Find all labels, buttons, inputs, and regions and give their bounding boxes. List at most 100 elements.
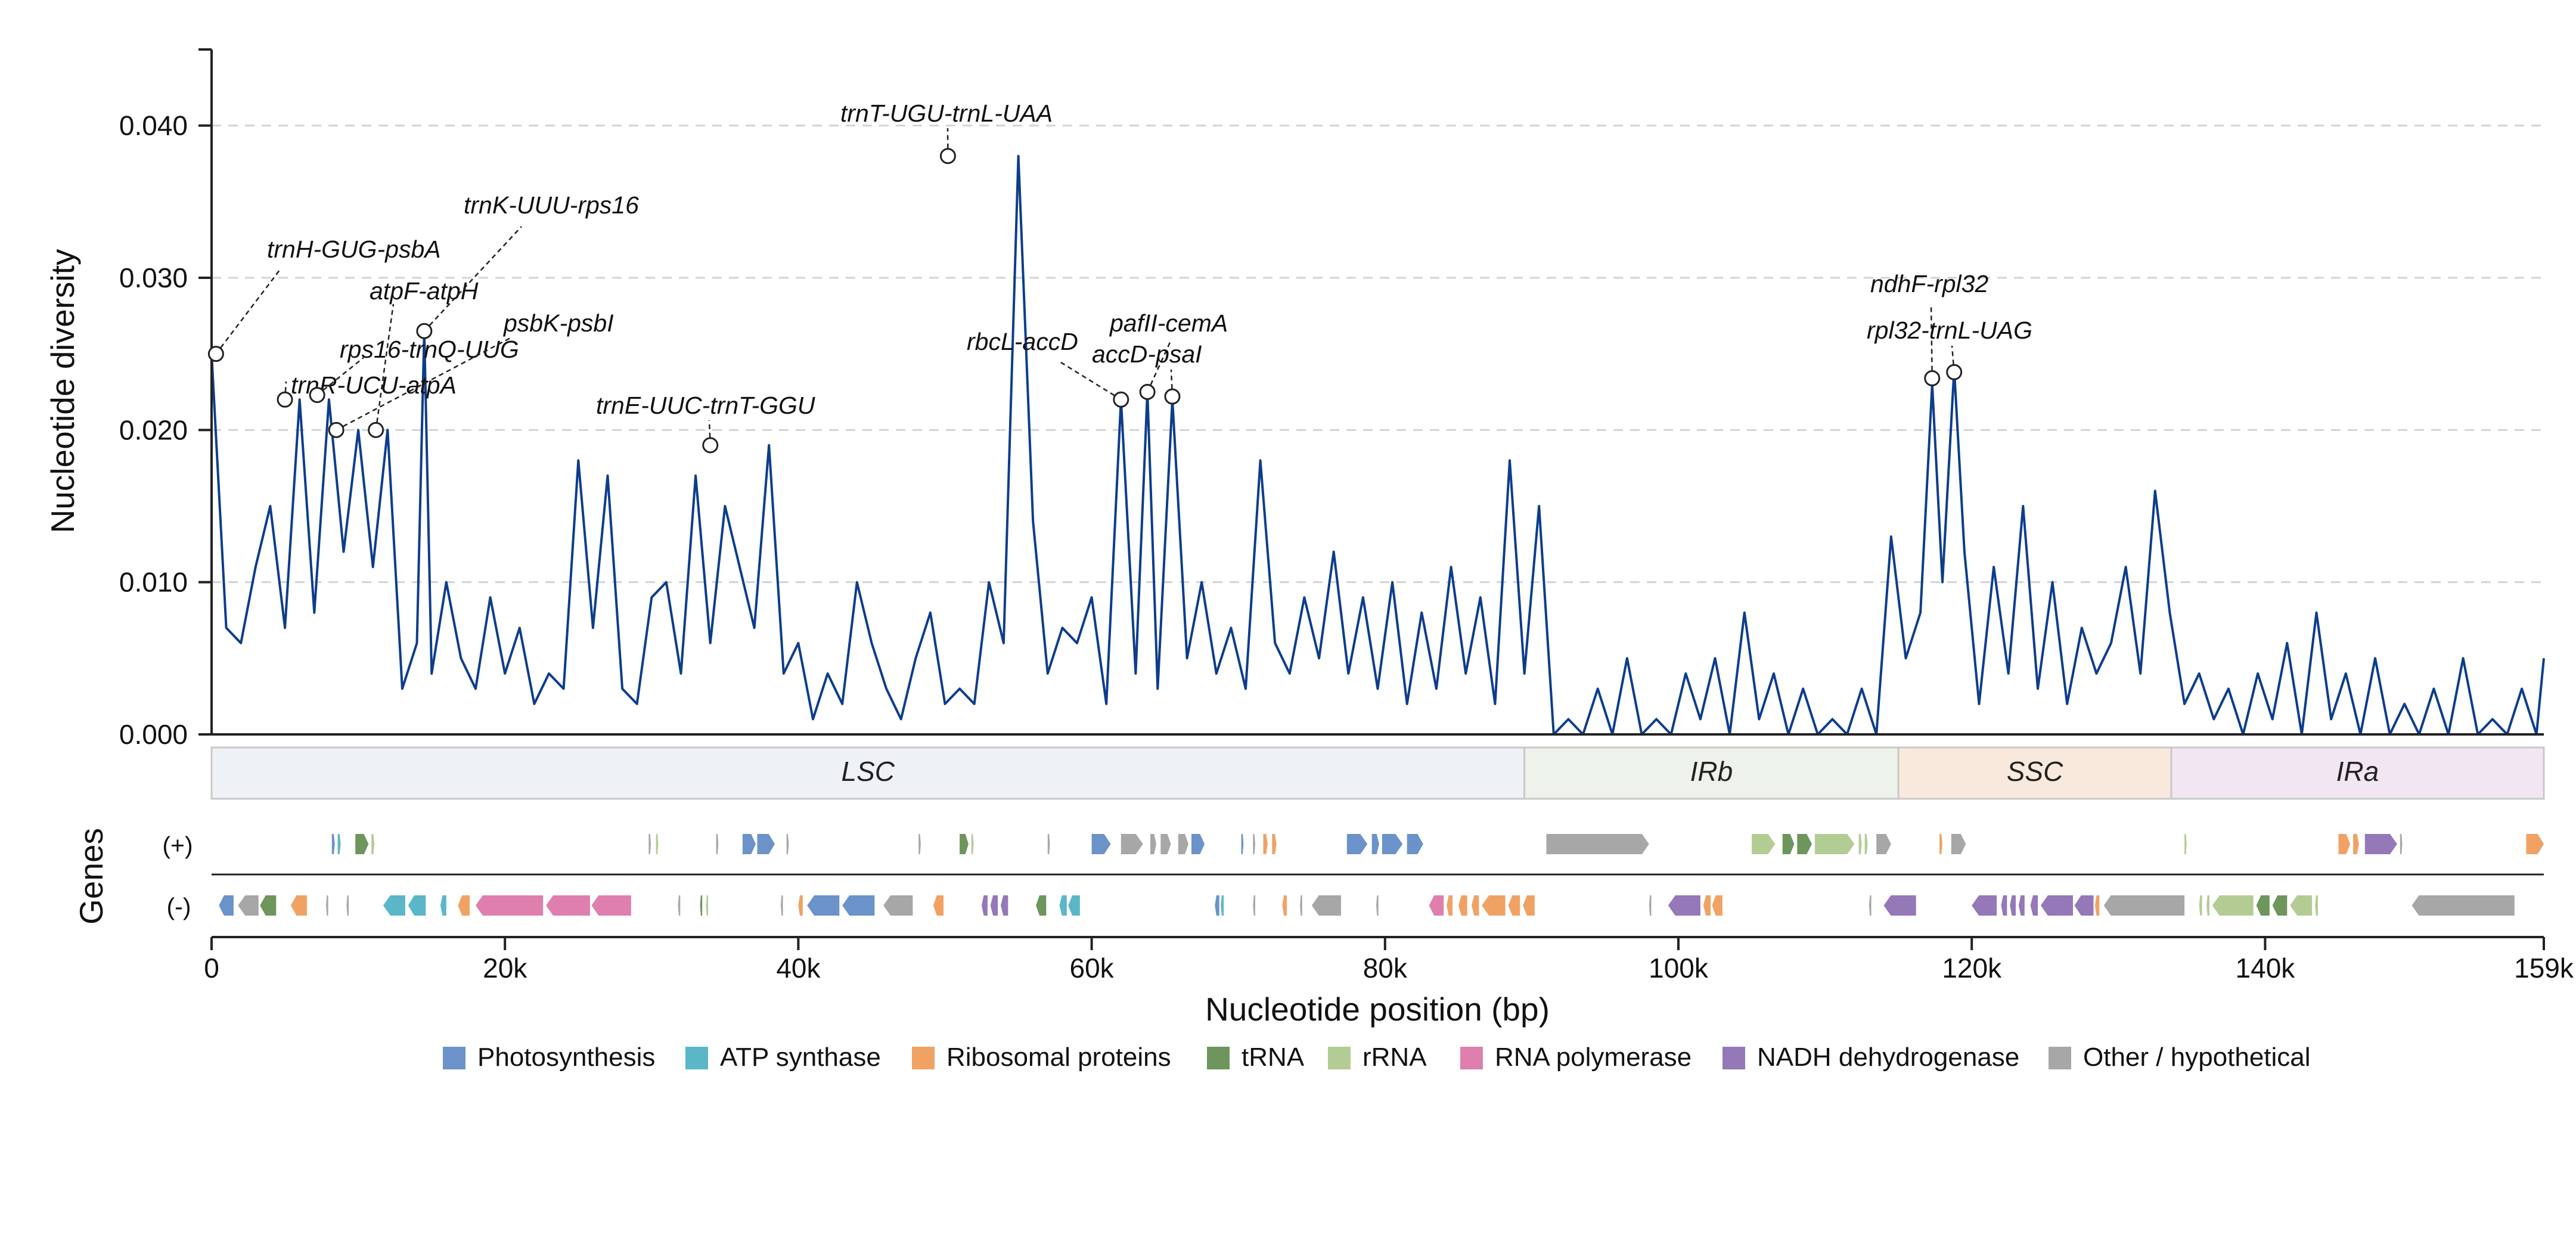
gene-feature bbox=[716, 834, 719, 854]
gene-feature bbox=[2103, 895, 2185, 916]
gene-feature bbox=[883, 895, 913, 916]
legend-swatch bbox=[1207, 1047, 1230, 1069]
gene-feature bbox=[1253, 834, 1255, 854]
peak-marker bbox=[368, 421, 384, 438]
gene-feature bbox=[1150, 834, 1156, 854]
gene-feature bbox=[337, 834, 341, 854]
gene-feature bbox=[383, 895, 405, 916]
gene-feature bbox=[1939, 834, 1942, 854]
peak-marker bbox=[1164, 388, 1181, 405]
peak-marker bbox=[1113, 391, 1129, 408]
peak-label: rpl32-trnL-UAG bbox=[1867, 317, 2032, 344]
gene-feature bbox=[990, 895, 998, 916]
gene-feature bbox=[1482, 895, 1506, 916]
legend-label: rRNA bbox=[1363, 1043, 1427, 1072]
peak-leader-line bbox=[429, 226, 522, 326]
gene-feature bbox=[591, 895, 631, 916]
legend-label: NADH dehydrogenase bbox=[1757, 1043, 2019, 1072]
gene-feature bbox=[546, 895, 590, 916]
region-label: IRb bbox=[1690, 756, 1733, 787]
gene-track-title: Genes bbox=[73, 828, 110, 925]
region-label: IRa bbox=[2336, 756, 2379, 787]
peak-marker bbox=[939, 148, 956, 165]
gene-feature bbox=[2256, 895, 2270, 916]
minus-strand-label: (-) bbox=[167, 893, 191, 920]
gene-feature bbox=[2030, 895, 2038, 916]
gene-feature bbox=[2010, 895, 2016, 916]
gene-feature bbox=[780, 895, 783, 916]
gene-feature bbox=[1282, 895, 1287, 916]
gene-feature bbox=[2411, 895, 2515, 916]
legend-swatch bbox=[2049, 1047, 2071, 1069]
gene-feature bbox=[1429, 895, 1444, 916]
gene-feature bbox=[1472, 895, 1479, 916]
gene-feature bbox=[1458, 895, 1467, 916]
x-tick-label: 20k bbox=[483, 953, 527, 984]
gene-feature bbox=[2272, 895, 2288, 916]
gene-feature bbox=[2364, 834, 2397, 854]
gene-feature bbox=[476, 895, 544, 916]
peak-label: trnE-UUC-trnT-GGU bbox=[596, 392, 815, 419]
gene-feature bbox=[1376, 895, 1379, 916]
peak-label: trnK-UUU-rps16 bbox=[464, 191, 639, 219]
peak-marker bbox=[702, 437, 719, 454]
gene-feature bbox=[2040, 895, 2073, 916]
gene-feature bbox=[842, 895, 875, 916]
peak-marker bbox=[1924, 370, 1941, 387]
gene-feature bbox=[706, 895, 709, 916]
gene-feature bbox=[1972, 895, 1997, 916]
y-tick-label: 0.020 bbox=[119, 414, 188, 445]
gene-feature bbox=[1241, 834, 1244, 854]
gene-feature bbox=[1311, 895, 1341, 916]
gene-feature bbox=[971, 834, 974, 854]
gene-feature bbox=[982, 895, 988, 916]
peak-label: psbK-psbI bbox=[502, 309, 614, 337]
gene-feature bbox=[742, 834, 756, 854]
legend-label: ATP synthase bbox=[720, 1043, 881, 1072]
peak-label: ndhF-rpl32 bbox=[1870, 270, 1988, 297]
gene-feature bbox=[1447, 895, 1453, 916]
legend-label: Other / hypothetical bbox=[2083, 1043, 2311, 1072]
gene-feature bbox=[458, 895, 470, 916]
x-tick-label: 120k bbox=[1942, 953, 2002, 984]
legend-swatch bbox=[1328, 1047, 1351, 1069]
gene-feature bbox=[1253, 895, 1255, 916]
region-label: SSC bbox=[2007, 756, 2063, 787]
x-tick-label: 0 bbox=[204, 953, 219, 984]
gene-feature bbox=[1523, 895, 1535, 916]
gene-feature bbox=[1047, 834, 1050, 854]
region-band bbox=[1897, 746, 2172, 800]
diversity-line bbox=[210, 154, 2545, 736]
plus-strand-label: (+) bbox=[162, 832, 193, 859]
gene-feature bbox=[1508, 895, 1520, 916]
peak-leader-line bbox=[1060, 361, 1115, 396]
peak-marker bbox=[309, 387, 325, 404]
gene-feature bbox=[440, 895, 446, 916]
peak-marker bbox=[207, 346, 224, 362]
peak-leader-line bbox=[322, 357, 364, 391]
gene-feature bbox=[1649, 895, 1652, 916]
peak-label: rps16-trnQ-UUG bbox=[340, 336, 519, 363]
gene-feature bbox=[1001, 895, 1008, 916]
peak-leader-line bbox=[343, 336, 513, 427]
gene-feature bbox=[1712, 895, 1722, 916]
gene-feature bbox=[757, 834, 775, 854]
gene-feature bbox=[1263, 834, 1268, 854]
x-tick-label: 159k bbox=[2514, 953, 2574, 984]
legend-swatch bbox=[443, 1047, 465, 1069]
gene-feature bbox=[346, 895, 349, 916]
gene-feature bbox=[1876, 834, 1891, 854]
gene-feature bbox=[648, 834, 651, 854]
gene-feature bbox=[807, 895, 840, 916]
gene-feature bbox=[2212, 895, 2254, 916]
peak-leader-line bbox=[284, 381, 287, 392]
peak-label: rbcL-accD bbox=[967, 328, 1078, 355]
gene-feature bbox=[1858, 834, 1862, 854]
gene-feature bbox=[1059, 895, 1067, 916]
peak-marker bbox=[328, 421, 344, 438]
gene-feature bbox=[2001, 895, 2007, 916]
region-label: LSC bbox=[842, 756, 895, 787]
peak-marker bbox=[1139, 384, 1156, 400]
gene-feature bbox=[1951, 834, 1966, 854]
gene-feature bbox=[326, 895, 328, 916]
